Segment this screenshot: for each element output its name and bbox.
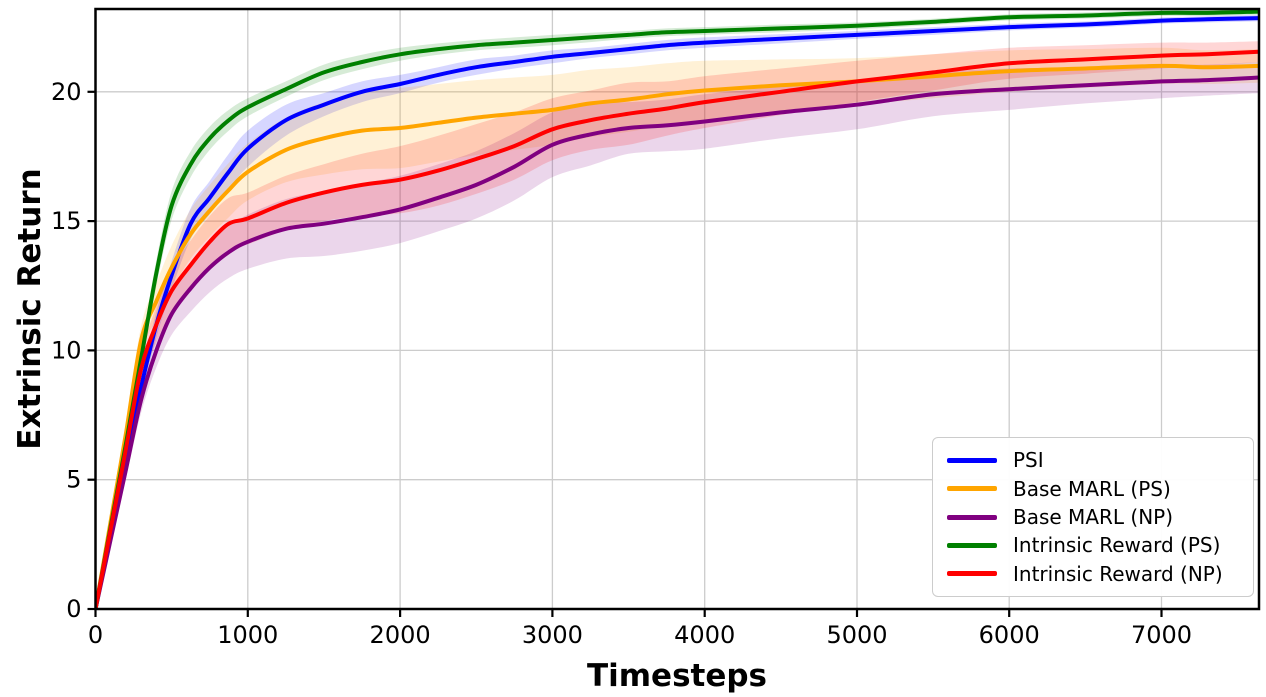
y-axis-title: Extrinsic Return bbox=[12, 168, 48, 450]
legend-label: PSI bbox=[1013, 448, 1044, 473]
legend-item-intrinsic-reward-np: Intrinsic Reward (NP) bbox=[947, 560, 1239, 588]
legend-item-psi: PSI bbox=[947, 446, 1239, 474]
y-tick-label-5: 5 bbox=[66, 466, 81, 494]
x-tick-label-5000: 5000 bbox=[826, 621, 887, 649]
series-line-base-marl-ps bbox=[95, 63, 1259, 609]
legend-swatch-base-marl-ps bbox=[947, 486, 997, 492]
series-line-intrinsic-reward-np bbox=[95, 49, 1259, 609]
axes-frame bbox=[94, 7, 1261, 611]
legend-swatch-psi bbox=[947, 457, 997, 463]
legend-label: Intrinsic Reward (PS) bbox=[1013, 533, 1221, 558]
legend: PSI Base MARL (PS) Base MARL (NP) Intrinsic… bbox=[932, 437, 1254, 597]
x-tick-label-3000: 3000 bbox=[522, 621, 583, 649]
x-tick-label-2000: 2000 bbox=[370, 621, 431, 649]
y-tick-label-20: 20 bbox=[51, 78, 82, 106]
legend-label: Intrinsic Reward (NP) bbox=[1013, 561, 1223, 586]
x-tick-label-4000: 4000 bbox=[674, 621, 735, 649]
y-tick-label-15: 15 bbox=[51, 207, 82, 235]
x-tick-label-7000: 7000 bbox=[1131, 621, 1192, 649]
y-tick-label-10: 10 bbox=[51, 336, 82, 364]
x-tick-label-1000: 1000 bbox=[217, 621, 278, 649]
series-line-intrinsic-reward-ps bbox=[95, 9, 1259, 609]
legend-item-intrinsic-reward-ps: Intrinsic Reward (PS) bbox=[947, 531, 1239, 559]
legend-swatch-intrinsic-reward-ps bbox=[947, 542, 997, 548]
series-band-base-marl-np bbox=[95, 62, 1259, 609]
x-tick-label-0: 0 bbox=[88, 621, 103, 649]
legend-label: Base MARL (PS) bbox=[1013, 476, 1171, 501]
legend-label: Base MARL (NP) bbox=[1013, 505, 1174, 530]
legend-swatch-base-marl-np bbox=[947, 514, 997, 520]
legend-item-base-marl-ps: Base MARL (PS) bbox=[947, 474, 1239, 502]
legend-item-base-marl-np: Base MARL (NP) bbox=[947, 503, 1239, 531]
series-line-base-marl-np bbox=[95, 75, 1259, 609]
series-line-psi bbox=[95, 16, 1259, 609]
legend-swatch-intrinsic-reward-np bbox=[947, 571, 997, 577]
y-tick-label-0: 0 bbox=[66, 595, 81, 623]
x-axis-title: Timesteps bbox=[586, 658, 768, 694]
x-tick-label-6000: 6000 bbox=[979, 621, 1040, 649]
